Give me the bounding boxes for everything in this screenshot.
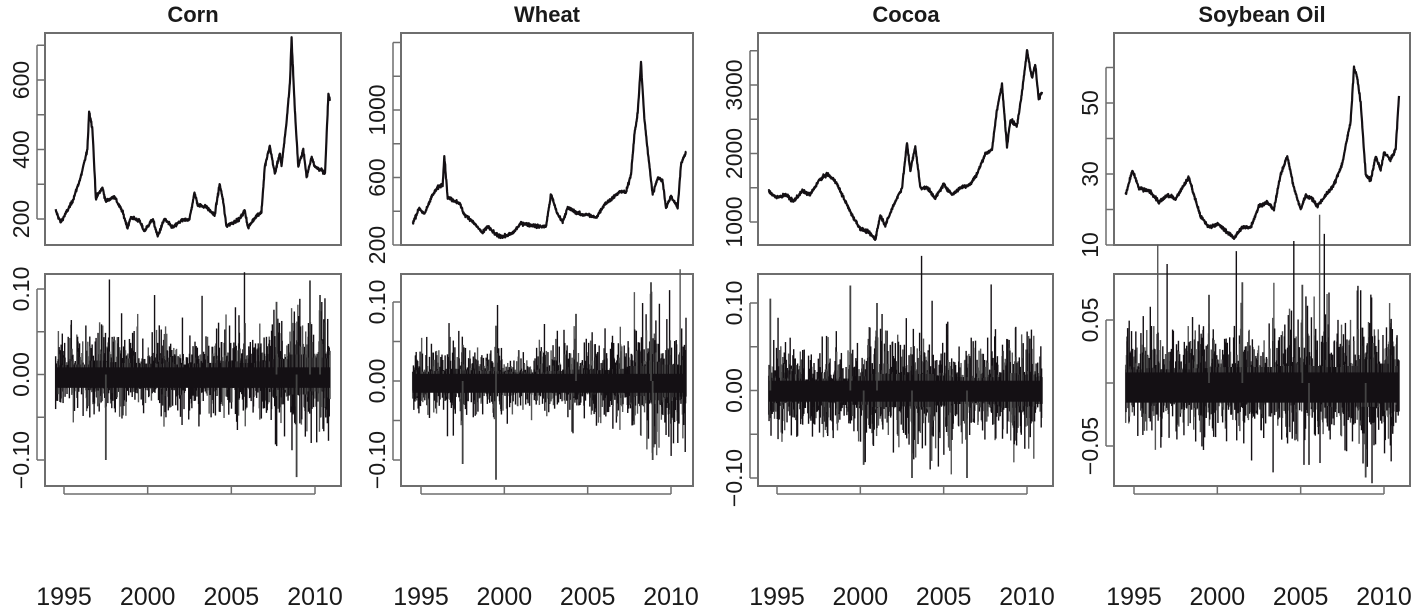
x-tick-label: 2000 [120, 583, 176, 611]
x-tick-label: 2005 [560, 583, 616, 611]
y-tick-label: 600 [8, 61, 34, 99]
y-tick-label: 0.00 [8, 352, 34, 397]
y-tick-label: 1000 [364, 84, 390, 135]
y-tick-label: −0.10 [364, 431, 390, 489]
panel-title-corn: Corn [167, 2, 218, 27]
return-core-band [412, 373, 686, 393]
y-tick-label: 0.00 [721, 368, 747, 413]
x-tick-label: 1995 [393, 583, 449, 611]
x-tick-label: 2000 [833, 583, 889, 611]
x-tick-label: 2010 [1356, 583, 1412, 611]
price-line [54, 36, 332, 238]
x-tick-label: 2010 [643, 583, 699, 611]
y-tick-label: 0.10 [8, 267, 34, 312]
x-tick-label: 2010 [287, 583, 343, 611]
y-tick-label: 30 [1077, 161, 1103, 187]
y-tick-label: −0.05 [1077, 417, 1103, 475]
y-tick-label: 200 [364, 226, 390, 264]
price-panel-wheat: 200 600 1000 [364, 32, 694, 264]
x-tick-label: 1995 [36, 583, 92, 611]
y-tick-label: 0.00 [364, 359, 390, 404]
y-tick-label: −0.10 [8, 431, 34, 489]
plot-frame [757, 273, 1054, 487]
y-tick-label: 1000 [721, 196, 747, 247]
panel-title-wheat: Wheat [514, 2, 581, 27]
x-tick-label: 2005 [204, 583, 260, 611]
price-line [1124, 65, 1401, 240]
panel-title-cocoa: Cocoa [872, 2, 940, 27]
x-tick-label: 2000 [1190, 583, 1246, 611]
y-tick-label: 2000 [721, 128, 747, 179]
x-tick-label: 1995 [749, 583, 805, 611]
x-tick-label: 2005 [1273, 583, 1329, 611]
y-tick-label: 400 [8, 130, 34, 168]
returns-panel-wheat: −0.10 0.00 0.10 1995 2000 2005 2010 [364, 269, 699, 611]
returns-panel-corn: −0.10 0.00 0.10 1995 2000 2005 2010 [8, 267, 343, 611]
plot-frame [757, 32, 1054, 246]
x-tick-label: 2010 [999, 583, 1055, 611]
plot-frame [400, 32, 694, 246]
y-tick-label: 600 [364, 158, 390, 196]
returns-panel-cocoa: −0.10 0.00 0.10 1995 2000 2005 2010 [721, 255, 1055, 611]
returns-panel-soybean-oil: −0.05 0.05 1995 2000 2005 2010 [1077, 214, 1412, 611]
price-panel-corn: 200 400 600 [8, 32, 342, 246]
return-core-band [768, 380, 1042, 402]
y-tick-label: 0.10 [364, 280, 390, 325]
y-tick-label: 0.05 [1077, 298, 1103, 343]
price-panel-soybean-oil: 10 30 50 [1077, 32, 1411, 258]
y-tick-label: 3000 [721, 59, 747, 110]
return-core-band [1125, 372, 1399, 403]
y-tick-label: 10 [1077, 232, 1103, 258]
panel-title-soybean-oil: Soybean Oil [1198, 2, 1325, 27]
plot-frame [44, 273, 342, 487]
y-tick-label: 50 [1077, 90, 1103, 116]
price-line [767, 49, 1044, 241]
y-tick-label: −0.10 [721, 449, 747, 507]
y-tick-label: 0.10 [721, 281, 747, 326]
y-tick-label: 200 [8, 200, 34, 238]
x-tick-label: 2000 [477, 583, 533, 611]
plot-frame [1113, 273, 1411, 487]
return-core-band [55, 367, 331, 388]
plot-frame [1113, 32, 1411, 246]
price-line [411, 60, 687, 240]
plot-frame [400, 273, 694, 487]
plot-frame [44, 32, 342, 246]
price-panel-cocoa: 1000 2000 3000 [721, 32, 1054, 248]
x-tick-label: 2005 [916, 583, 972, 611]
x-tick-label: 1995 [1106, 583, 1162, 611]
